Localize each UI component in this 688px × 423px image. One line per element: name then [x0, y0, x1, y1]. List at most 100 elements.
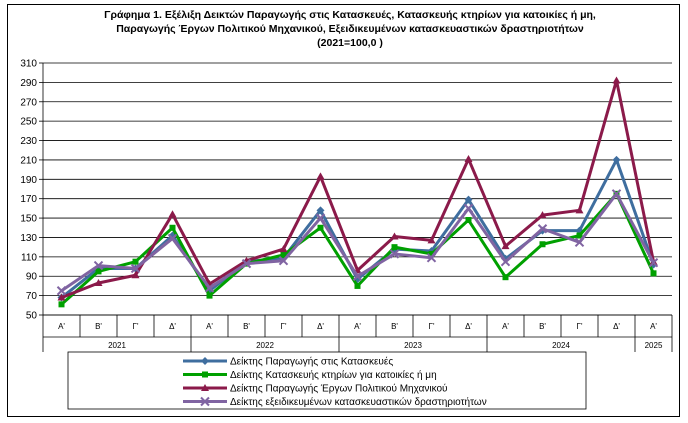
- y-tick-label: 230: [20, 136, 37, 147]
- data-point: [278, 256, 289, 266]
- chart-frame: Γράφημα 1. Εξέλιξη Δεικτών Παραγωγής στι…: [7, 4, 680, 417]
- data-point: [648, 257, 659, 268]
- year-label: 2024: [552, 341, 570, 350]
- marker-stroke: [315, 213, 326, 223]
- data-point: [280, 251, 287, 258]
- quarter-label: Α': [58, 322, 65, 331]
- data-point: [391, 244, 398, 251]
- data-point: [464, 195, 473, 204]
- data-point: [168, 210, 177, 218]
- quarter-label: Δ': [169, 322, 176, 331]
- quarter-label: Α': [650, 322, 657, 331]
- quarter-label: Β': [539, 322, 546, 331]
- year-label: 2022: [256, 341, 274, 350]
- data-point: [574, 237, 585, 248]
- data-point: [317, 224, 324, 231]
- marker-stroke: [537, 224, 548, 234]
- data-point: [500, 256, 511, 267]
- data-point: [204, 283, 215, 293]
- series-lines: [56, 76, 659, 308]
- data-point: [426, 253, 437, 263]
- data-point: [612, 155, 621, 164]
- quarter-label: Β': [95, 322, 102, 331]
- y-tick-label: 110: [21, 252, 37, 263]
- series-4: [56, 189, 659, 296]
- quarter-label: Γ': [429, 322, 435, 331]
- data-point: [539, 241, 546, 248]
- data-point: [389, 249, 400, 259]
- marker-stroke: [204, 283, 215, 293]
- data-point: [95, 268, 102, 275]
- quarter-label: Δ': [613, 322, 620, 331]
- data-point: [576, 232, 583, 239]
- y-tick-label: 250: [20, 117, 37, 128]
- y-tick-label: 90: [26, 272, 38, 283]
- legend-entry: Δείκτης εξειδικευμένων κατασκευαστικών δ…: [183, 396, 487, 408]
- y-tick-label: 270: [20, 97, 37, 108]
- marker-stroke: [611, 189, 622, 199]
- marker-stroke: [278, 256, 289, 266]
- legend-marker: [201, 357, 209, 365]
- data-point: [502, 274, 509, 281]
- marker-stroke: [167, 233, 178, 244]
- marker-stroke: [56, 286, 67, 296]
- y-tick-label: 190: [20, 175, 37, 186]
- legend-marker: [200, 396, 210, 407]
- legend-entry: Δείκτης Κατασκευής κτηρίων για κατοικίες…: [183, 369, 437, 381]
- year-label: 2021: [108, 341, 126, 350]
- y-tick-label: 290: [20, 78, 37, 89]
- legend-label: Δείκτης Παραγωγής Έργων Πολιτικού Μηχανι…: [230, 383, 447, 395]
- data-point: [390, 232, 399, 240]
- marker-stroke: [463, 203, 474, 214]
- legend-marker: [202, 371, 208, 378]
- data-point: [132, 258, 139, 265]
- legend-box: [67, 351, 587, 410]
- data-point: [611, 189, 622, 199]
- marker-stroke: [200, 396, 210, 407]
- series-line: [60, 78, 655, 299]
- data-point: [94, 279, 103, 287]
- data-point: [241, 258, 252, 269]
- y-tick-label: 150: [20, 214, 37, 225]
- data-point: [167, 233, 178, 244]
- legend-label: Δείκτης Παραγωγής στις Κατασκευές: [230, 356, 393, 368]
- data-point: [537, 224, 548, 234]
- chart-title: Γράφημα 1. Εξέλιξη Δεικτών Παραγωγής στι…: [104, 9, 596, 49]
- data-point: [501, 242, 510, 250]
- legend: Δείκτης Παραγωγής στις ΚατασκευέςΔείκτης…: [67, 351, 587, 410]
- marker-stroke: [93, 260, 104, 271]
- legend-entry: Δείκτης Παραγωγής Έργων Πολιτικού Μηχανι…: [183, 383, 447, 395]
- year-label: 2023: [404, 341, 422, 350]
- data-point: [206, 292, 213, 299]
- quarter-label: Α': [206, 322, 213, 331]
- legend-label: Δείκτης Κατασκευής κτηρίων για κατοικίες…: [230, 369, 437, 381]
- data-point: [650, 270, 657, 277]
- marker-stroke: [500, 256, 511, 267]
- y-tick-label: 170: [20, 194, 37, 205]
- y-axis: 50 70 90 110 130 150 170 190 210 230 250 270 290 310: [20, 59, 44, 322]
- marker-stroke: [389, 249, 400, 259]
- data-point: [58, 301, 65, 308]
- data-point: [130, 263, 141, 274]
- data-point: [93, 260, 104, 271]
- y-tick-label: 50: [26, 311, 38, 322]
- marker-stroke: [130, 263, 141, 274]
- quarter-label: Β': [243, 322, 250, 331]
- quarter-label: Δ': [465, 322, 472, 331]
- data-point: [169, 224, 176, 231]
- data-point: [56, 286, 67, 296]
- legend-entry: Δείκτης Παραγωγής στις Κατασκευές: [183, 356, 393, 368]
- series-3: [57, 76, 658, 301]
- data-point: [279, 245, 288, 253]
- data-point: [428, 250, 435, 257]
- data-point: [427, 236, 436, 244]
- quarter-label: Β': [391, 322, 398, 331]
- quarter-label: Γ': [577, 322, 583, 331]
- grid-lines: [43, 62, 672, 316]
- data-point: [315, 213, 326, 223]
- y-tick-label: 130: [20, 233, 37, 244]
- quarter-label: Δ': [317, 322, 324, 331]
- y-tick-label: 310: [20, 59, 37, 70]
- data-point: [316, 172, 325, 180]
- quarter-label: Α': [502, 322, 509, 331]
